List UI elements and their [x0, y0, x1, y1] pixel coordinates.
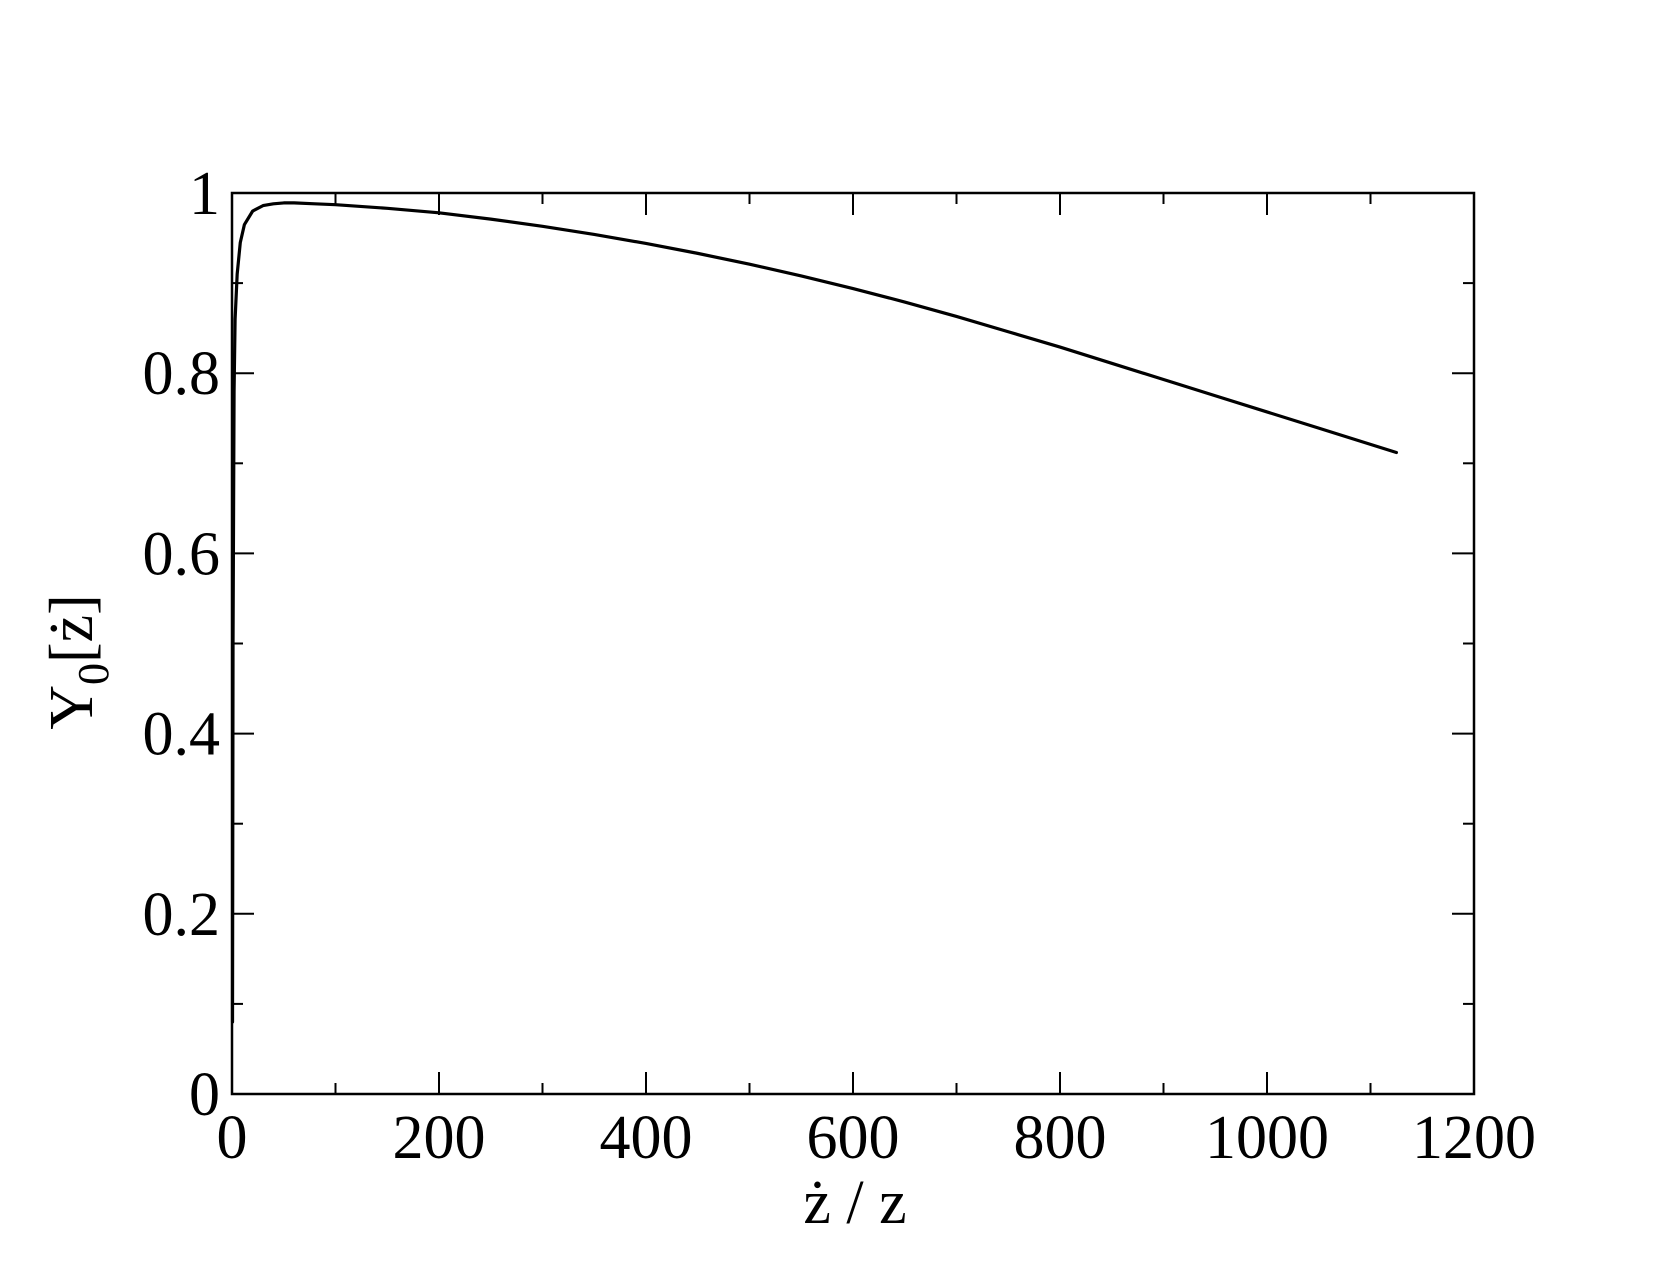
x-tick-label: 800 — [1014, 1104, 1107, 1172]
x-tick-label: 400 — [600, 1104, 693, 1172]
y-axis-ticks: 0 0.2 0.4 0.6 0.8 1 — [143, 160, 1474, 1129]
x-axis-ticks: 0 200 400 600 800 1000 1200 — [217, 193, 1536, 1172]
x-tick-label: 600 — [807, 1104, 900, 1172]
y-tick-label: 0.2 — [143, 881, 221, 949]
y-axis-label-argument: [ż] — [38, 594, 106, 663]
series-line — [230, 201, 1398, 1024]
y-axis-label: Y0[ż] — [38, 594, 118, 730]
x-tick-label: 1000 — [1205, 1104, 1329, 1172]
y-tick-label: 0.8 — [143, 340, 221, 408]
y-axis-label-main: Y — [38, 685, 106, 730]
x-axis-label: ż / z — [803, 1169, 906, 1237]
y-tick-label: 0.4 — [143, 701, 221, 769]
x-minor-ticks — [334, 193, 1372, 1094]
plot-frame — [230, 191, 1476, 1096]
series-layer — [230, 201, 1398, 1024]
y-tick-label: 0 — [189, 1061, 220, 1129]
x-tick-label: 0 — [217, 1104, 248, 1172]
y-tick-label: 1 — [189, 160, 220, 228]
x-tick-label: 200 — [393, 1104, 486, 1172]
y-minor-ticks — [232, 282, 1474, 1005]
y-tick-label: 0.6 — [143, 520, 221, 588]
y-axis-label-subscript: 0 — [69, 663, 118, 685]
x-tick-label: 1200 — [1412, 1104, 1536, 1172]
